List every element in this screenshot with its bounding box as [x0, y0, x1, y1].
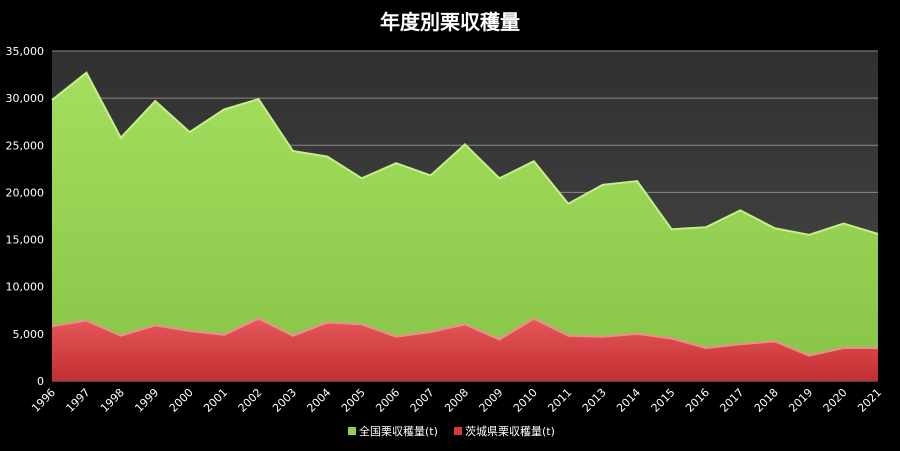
y-tick-label: 10,000 — [6, 281, 45, 294]
y-axis: 0 5,000 10,000 15,000 20,000 25,000 30,000 35,0… — [6, 45, 45, 388]
area-ibaraki — [52, 318, 878, 381]
legend: 全国栗収穫量(t) 茨城県栗収穫量(t) — [348, 424, 555, 438]
chart-title: 年度別栗収穫量 — [380, 10, 520, 34]
y-tick-label: 0 — [37, 375, 44, 388]
legend-label-ibaraki: 茨城県栗収穫量(t) — [465, 424, 555, 438]
series-areas — [51, 71, 879, 381]
y-tick-label: 5,000 — [13, 328, 45, 341]
area-national — [52, 72, 878, 381]
y-tick-label: 30,000 — [6, 92, 45, 105]
legend-swatch-national — [348, 427, 356, 435]
y-tick-label: 35,000 — [6, 45, 45, 58]
y-tick-label: 20,000 — [6, 186, 45, 199]
y-tick-label: 25,000 — [6, 139, 45, 152]
legend-swatch-ibaraki — [454, 427, 462, 435]
area-ibaraki-edge — [51, 317, 878, 357]
y-tick-label: 15,000 — [6, 234, 45, 247]
area-national-edge — [51, 71, 879, 236]
legend-label-national: 全国栗収穫量(t) — [359, 424, 438, 438]
